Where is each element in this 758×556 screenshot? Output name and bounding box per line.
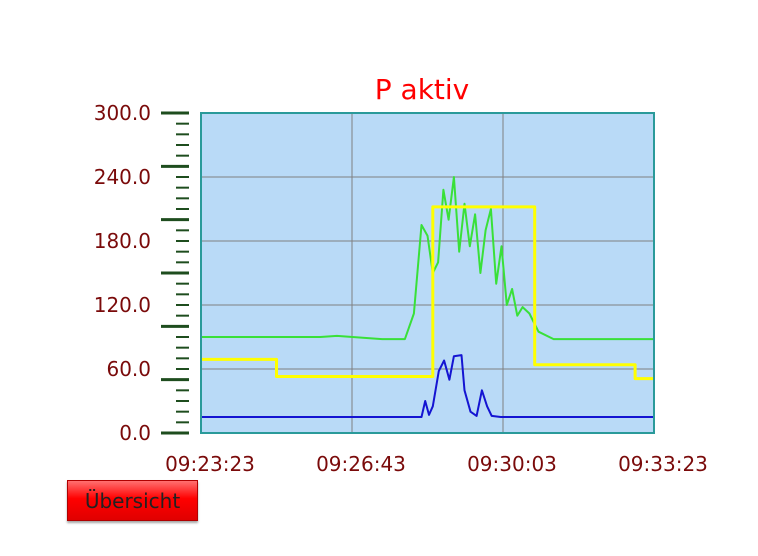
series-line-1 <box>201 176 654 341</box>
series-layer <box>201 176 654 418</box>
overview-button[interactable]: Übersicht <box>67 480 198 521</box>
series-line-3 <box>201 354 654 418</box>
x-tick-label: 09:30:03 <box>467 452 557 476</box>
x-tick-label: 09:33:23 <box>618 452 708 476</box>
series-line-2 <box>201 205 654 381</box>
y-tick-label: 240.0 <box>94 165 151 189</box>
plot-area <box>201 113 654 433</box>
y-tick-label: 180.0 <box>94 229 151 253</box>
axes: 0.0 60.0 120.0 180.0 240.0 300.0 09:23:23 09:26… <box>94 101 708 476</box>
x-tick-label: 09:26:43 <box>316 452 406 476</box>
x-tick-label: 09:23:23 <box>165 452 255 476</box>
plot-border <box>200 112 655 434</box>
y-tick-label: 120.0 <box>94 293 151 317</box>
y-tick-label: 60.0 <box>106 357 151 381</box>
chart-title: P aktiv <box>375 73 470 106</box>
y-tick-label: 0.0 <box>119 421 151 445</box>
y-tick-label: 300.0 <box>94 101 151 125</box>
